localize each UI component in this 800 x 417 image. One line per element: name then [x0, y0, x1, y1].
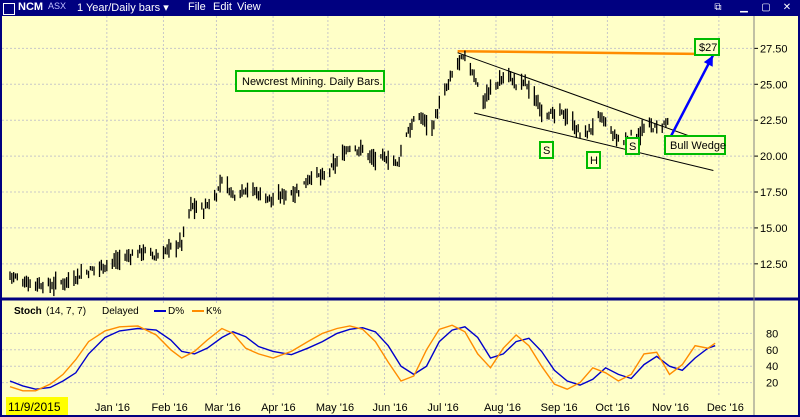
wedge-line[interactable]	[473, 112, 714, 171]
stoch-mode: Delayed	[102, 306, 139, 317]
target-annotation-text: $27	[699, 42, 717, 54]
menu-view[interactable]: View	[237, 1, 261, 13]
start-date-text: 11/9/2015	[8, 400, 61, 414]
x-tick-label: May '16	[316, 402, 354, 414]
period-selector[interactable]: 1 Year/Daily bars ▾	[77, 2, 169, 14]
y-tick-label: 22.50	[760, 115, 788, 127]
stoch-gridlines	[2, 301, 754, 397]
stoch-tick-label: 20	[766, 378, 778, 390]
x-tick-label: Aug '16	[484, 402, 521, 414]
main-gridlines	[2, 16, 754, 299]
price-axis: 12.50 15.00 17.50 20.00 22.50 25.00 27.50	[754, 43, 788, 271]
wedge-line[interactable]	[457, 52, 714, 146]
close-icon[interactable]: ✕	[782, 2, 792, 13]
stoch-line-d	[9, 326, 716, 390]
target-arrow-head	[703, 55, 713, 67]
y-tick-label: 15.00	[760, 223, 788, 235]
window-title-bar: NCM ASX 1 Year/Daily bars ▾ File Edit Vi…	[0, 0, 800, 16]
time-axis: Jan '16 Feb '16 Mar '16 Apr '16 May '16 Jun '…	[95, 402, 744, 414]
exchange-label: ASX	[48, 1, 67, 11]
right-shoulder-text: S	[629, 141, 636, 153]
x-tick-label: Apr '16	[261, 402, 296, 414]
stoch-k-label: K%	[206, 306, 222, 317]
stoch-params: (14, 7, 7)	[46, 306, 86, 317]
pattern-annotation-text: Bull Wedge	[670, 140, 726, 152]
x-tick-label: Mar '16	[204, 402, 240, 414]
chart-frame: 12.50 15.00 17.50 20.00 22.50 25.00 27.50 20 40…	[2, 16, 798, 415]
y-tick-label: 17.50	[760, 187, 788, 199]
stoch-axis: 20 40 60 80	[766, 328, 778, 389]
left-shoulder-label: S	[539, 141, 554, 159]
x-tick-label: Jun '16	[373, 402, 408, 414]
price-bars	[9, 50, 669, 297]
right-shoulder-label: S	[625, 137, 640, 155]
period-label: 1 Year/Daily bars	[77, 2, 161, 14]
y-tick-label: 12.50	[760, 259, 788, 271]
x-tick-label: Oct '16	[595, 402, 630, 414]
stoch-lines	[9, 324, 716, 392]
chart-canvas[interactable]: 12.50 15.00 17.50 20.00 22.50 25.00 27.50 20 40…	[2, 16, 798, 415]
link-icon[interactable]: ⧉	[714, 2, 722, 13]
start-date-label: 11/9/2015	[6, 397, 68, 415]
left-shoulder-text: S	[543, 145, 550, 157]
title-annotation-text: Newcrest Mining. Daily Bars.	[242, 76, 383, 88]
target-annotation: $27	[694, 38, 720, 56]
pattern-annotation: Bull Wedge	[664, 135, 726, 155]
stoch-tick-label: 80	[766, 328, 778, 340]
x-tick-label: Dec '16	[707, 402, 744, 414]
stoch-line-k	[9, 324, 716, 392]
y-tick-label: 25.00	[760, 79, 788, 91]
wedge-lines	[457, 49, 719, 171]
stoch-legend[interactable]: Stoch (14, 7, 7) Delayed D% K%	[6, 303, 230, 317]
y-tick-label: 20.00	[760, 151, 788, 163]
stoch-name: Stoch	[14, 306, 42, 317]
minimize-icon[interactable]: ▁	[740, 2, 748, 13]
x-tick-label: Feb '16	[151, 402, 187, 414]
x-tick-label: Jan '16	[95, 402, 130, 414]
stoch-d-label: D%	[168, 306, 184, 317]
menu-edit[interactable]: Edit	[213, 1, 232, 13]
stoch-tick-label: 40	[766, 361, 778, 373]
head-text: H	[590, 155, 598, 167]
y-tick-label: 27.50	[760, 43, 788, 55]
resistance-line[interactable]	[457, 49, 719, 56]
x-tick-label: Sep '16	[541, 402, 578, 414]
symbol-label[interactable]: NCM	[18, 1, 44, 13]
x-tick-label: Nov '16	[652, 402, 689, 414]
x-tick-label: Jul '16	[427, 402, 458, 414]
stoch-tick-label: 60	[766, 345, 778, 357]
title-annotation: Newcrest Mining. Daily Bars.	[235, 70, 385, 92]
menu-file[interactable]: File	[188, 1, 206, 13]
head-label: H	[586, 151, 601, 169]
target-arrow-line[interactable]	[668, 54, 714, 140]
window-menu-icon[interactable]	[3, 3, 15, 15]
maximize-icon[interactable]: ▢	[761, 2, 771, 13]
